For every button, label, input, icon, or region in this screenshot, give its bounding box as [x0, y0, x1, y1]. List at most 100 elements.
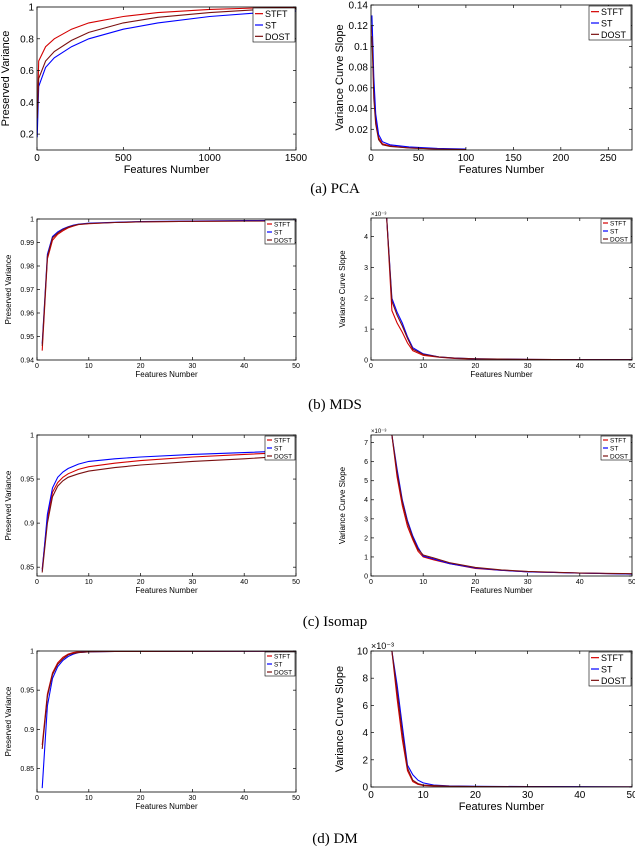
y-axis-label: Preserved Variance [4, 254, 13, 324]
legend-label-stft: STFT [610, 221, 626, 228]
axes-box [36, 218, 297, 361]
series-line-st [41, 651, 296, 789]
y-tick-label: 1 [30, 432, 34, 439]
y-tick-label: 10 [357, 647, 369, 658]
series-line-dost [41, 455, 286, 573]
y-tick-label: 5 [364, 478, 368, 485]
series-line-st [41, 219, 296, 344]
y-tick-label: 7 [364, 440, 368, 447]
series-line-stft [37, 7, 296, 119]
x-tick-label: 10 [419, 363, 427, 370]
y-tick-label: 0.95 [20, 688, 34, 695]
y-tick-label: 8 [362, 674, 368, 685]
series-line-st [386, 218, 632, 360]
x-tick-label: 500 [115, 153, 132, 164]
y-tick-label: 0.98 [20, 263, 34, 270]
y-tick-label: 0.97 [20, 287, 34, 294]
y-tick-label: 2 [364, 296, 368, 303]
y-tick-label: 1 [30, 216, 34, 223]
x-tick-label: 0 [368, 153, 374, 164]
x-tick-label: 10 [85, 795, 93, 802]
axes-box [370, 650, 633, 788]
x-tick-label: 0 [369, 363, 373, 370]
series-line-dost [37, 8, 296, 119]
axes-box [370, 4, 633, 151]
y-tick-label: 0.95 [20, 334, 34, 341]
x-tick-label: 40 [240, 579, 248, 586]
chart-mds-right: 0 10 20 30 40 50 0 1 2 3 4 Features Number Variance … [338, 212, 635, 379]
y-tick-label: 0.9 [24, 727, 34, 734]
x-tick-label: 50 [628, 579, 635, 586]
x-axis-label: Features Number [459, 164, 545, 176]
legend-label-dost: DOST [601, 676, 627, 686]
y-axis-label: Variance Curve Slope [338, 466, 347, 544]
y-tick-label: 0.85 [20, 766, 34, 773]
y-tick-label: 0.2 [20, 130, 34, 141]
x-tick-label: 20 [137, 795, 145, 802]
y-tick-label: 0.6 [20, 66, 34, 77]
legend-label-dost: DOST [610, 237, 628, 244]
series-line-stft [391, 435, 632, 575]
chart-dm-right: 0 10 20 30 40 50 0 2 4 6 8 10 Features Number Varianc… [334, 641, 635, 813]
chart-mds-left: 0 10 20 30 40 50 0.94 0.95 0.96 0.97 0.98 0.99 1 Feat… [4, 216, 300, 379]
y-tick-label: 0.99 [20, 240, 34, 247]
x-tick-label: 100 [458, 153, 475, 164]
caption-dm: (d) DM [312, 831, 357, 847]
y-tick-label: 2 [362, 755, 368, 766]
x-axis-label: Features Number [135, 370, 198, 379]
legend-label-dost: DOST [265, 32, 291, 42]
legend-label-st: ST [601, 19, 613, 29]
legend-label-dost: DOST [274, 238, 292, 245]
legend-label-stft: STFT [265, 9, 288, 19]
x-tick-label: 1000 [199, 153, 222, 164]
legend-label-dost: DOST [274, 670, 292, 677]
x-tick-label: 50 [413, 153, 425, 164]
x-tick-label: 40 [240, 795, 248, 802]
axis-multiplier: ×10⁻³ [371, 429, 386, 435]
y-tick-label: 4 [364, 234, 368, 241]
x-tick-label: 0 [35, 795, 39, 802]
series-line-dost [41, 220, 296, 346]
legend-label-dost: DOST [601, 30, 627, 40]
chart-pca-left: 0 500 1000 1500 0.2 0.4 0.6 0.8 1 Features Number… [0, 3, 308, 177]
x-tick-label: 20 [472, 363, 480, 370]
x-tick-label: 40 [576, 363, 584, 370]
x-tick-label: 50 [292, 579, 300, 586]
x-tick-label: 30 [189, 579, 197, 586]
x-tick-label: 0 [35, 579, 39, 586]
y-axis-label: Preserved Variance [4, 686, 13, 756]
y-tick-label: 4 [364, 497, 368, 504]
axes-box [370, 217, 633, 361]
legend-label-st: ST [601, 665, 613, 675]
x-axis-label: Features Number [135, 802, 198, 811]
x-tick-label: 0 [369, 579, 373, 586]
caption-mds: (b) MDS [308, 397, 362, 413]
legend-label-stft: STFT [601, 653, 624, 663]
x-tick-label: 40 [574, 790, 586, 801]
legend-label-st: ST [265, 21, 277, 31]
y-tick-label: 0.04 [349, 104, 369, 115]
legend-label-stft: STFT [274, 654, 290, 661]
y-tick-label: 3 [364, 265, 368, 272]
series-line-dost [41, 651, 296, 749]
legend-label-stft: STFT [274, 438, 290, 445]
y-tick-label: 1 [364, 554, 368, 561]
y-axis-label: Preserved Variance [0, 31, 12, 127]
caption-pca: (a) PCA [310, 181, 360, 197]
y-tick-label: 1 [30, 648, 34, 655]
x-tick-label: 1500 [285, 153, 308, 164]
x-tick-label: 20 [472, 579, 480, 586]
y-tick-label: 0.06 [349, 83, 369, 94]
y-tick-label: 1 [28, 3, 34, 14]
x-tick-label: 30 [522, 790, 534, 801]
y-tick-label: 0 [362, 783, 368, 794]
legend-label-st: ST [274, 662, 282, 669]
series-line-st [371, 15, 466, 150]
series-line-stft [41, 651, 296, 746]
x-tick-label: 20 [137, 579, 145, 586]
